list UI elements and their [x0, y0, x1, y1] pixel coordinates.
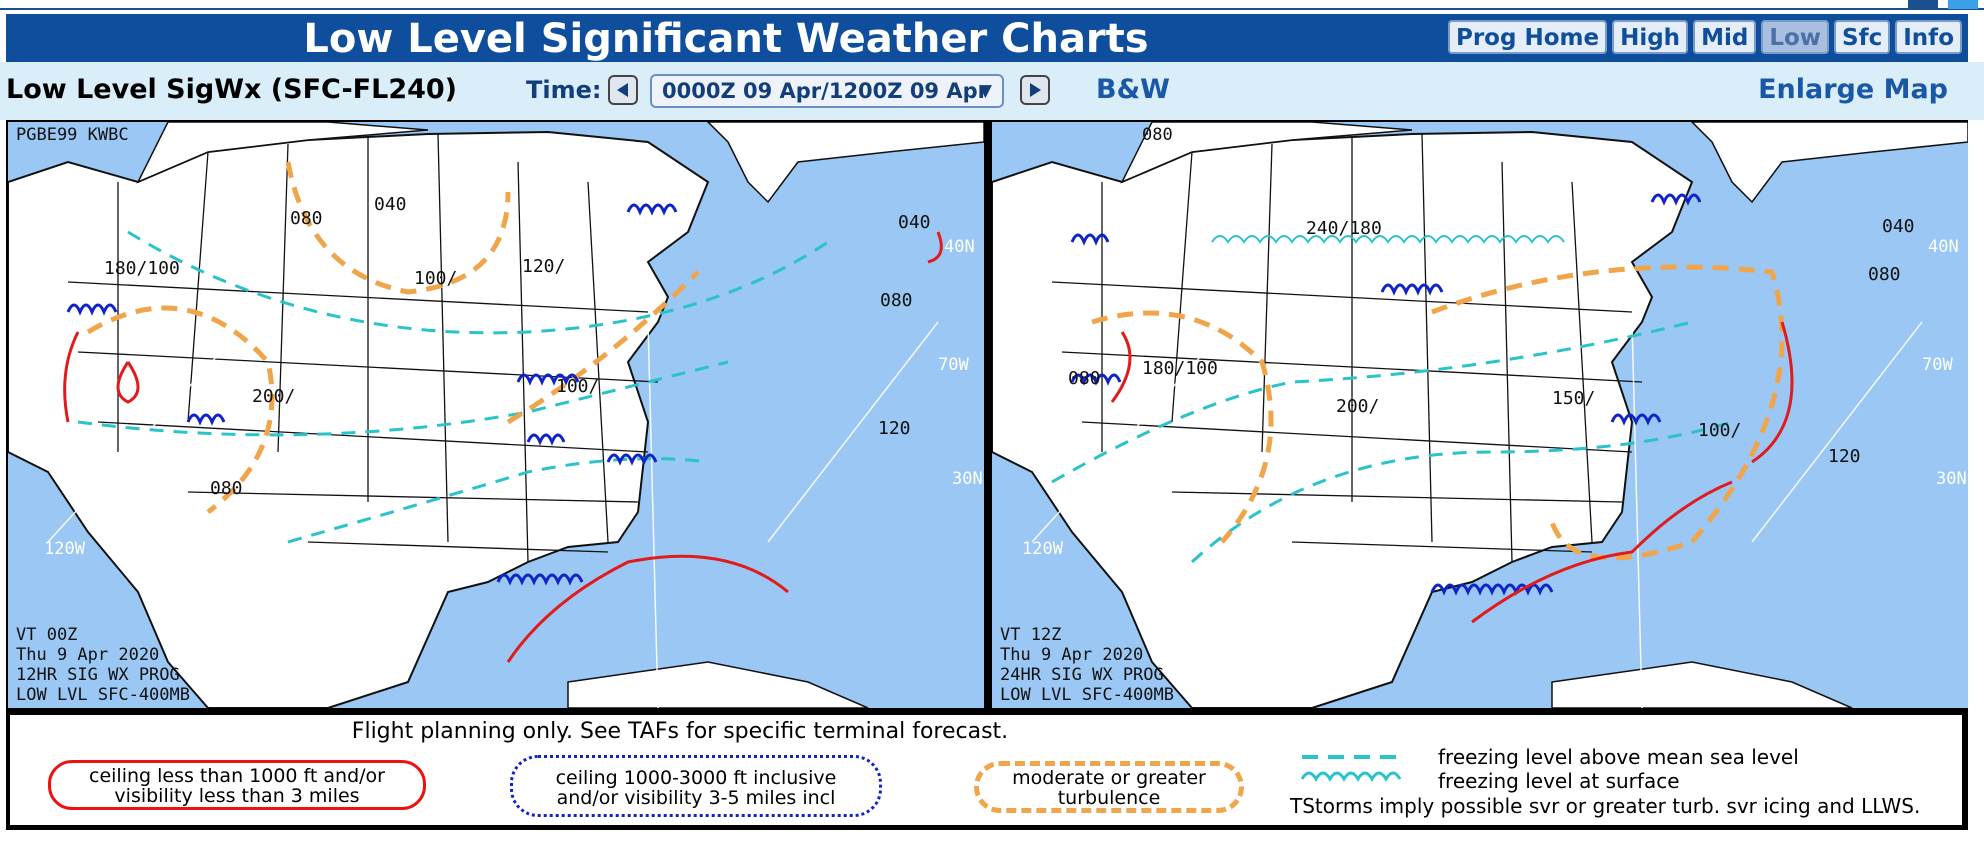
map-left-product: 12HR SIG WX PROG — [16, 665, 180, 685]
prog-home-button[interactable]: Prog Home — [1447, 20, 1608, 54]
map-24hr[interactable]: 080 240/180 180/100 080 200/ 150/ 100/ 0… — [992, 122, 1968, 708]
legend-turbulence-line1: moderate or greater — [1012, 767, 1206, 789]
map-right-label-3: 080 — [1068, 368, 1101, 389]
map-left-label-10: 080 — [880, 290, 913, 311]
map-left-label-11: 120 — [878, 418, 911, 439]
map-right-lon-70w: 70W — [1922, 355, 1953, 375]
twitter-icon[interactable] — [1948, 0, 1978, 9]
legend-ifr-line1: ceiling less than 1000 ft and/or — [89, 765, 385, 787]
bw-link[interactable]: B&W — [1096, 74, 1170, 105]
legend-ifr: ceiling less than 1000 ft and/or visibil… — [48, 760, 426, 810]
chart-toolbar: Low Level SigWx (SFC-FL240) Time: 0000Z … — [0, 62, 1984, 120]
previous-time-button[interactable] — [608, 75, 638, 105]
chart-title: Low Level SigWx (SFC-FL240) — [6, 74, 458, 105]
map-right-layer: LOW LVL SFC-400MB — [1000, 685, 1174, 705]
legend-freezing-sfc: freezing level at surface — [1438, 769, 1680, 793]
time-select-value: 0000Z 09 Apr/1200Z 09 Apr — [662, 79, 988, 103]
disclaimer-text: Flight planning only. See TAFs for speci… — [351, 719, 1009, 744]
map-right-label-6: 100/ — [1698, 420, 1741, 441]
next-time-button[interactable] — [1020, 75, 1050, 105]
low-button[interactable]: Low — [1761, 20, 1830, 54]
product-nav: Prog Home High Mid Low Sfc Info — [1447, 20, 1962, 54]
map-left-header: PGBE99 KWBC — [16, 125, 129, 145]
triangle-right-icon — [1030, 83, 1041, 97]
map-right-label-4: 200/ — [1336, 396, 1379, 417]
map-left-label-9: 040 — [898, 212, 931, 233]
map-left-valid-time: VT 00Z — [16, 625, 77, 645]
map-left-lon-120w: 120W — [44, 539, 86, 559]
map-left-lon-90w: 90W — [644, 681, 675, 701]
map-left-lat-40n: 40N — [944, 237, 975, 257]
legend-mvfr: ceiling 1000-3000 ft inclusive and/or vi… — [510, 755, 882, 817]
map-left-label-3: 040 — [374, 194, 407, 215]
triangle-left-icon — [617, 83, 628, 97]
map-right-product: 24HR SIG WX PROG — [1000, 665, 1164, 685]
info-button[interactable]: Info — [1895, 20, 1962, 54]
facebook-icon[interactable] — [1908, 0, 1938, 9]
map-left-lat-30n: 30N — [952, 469, 983, 489]
map-right-label-9: 120 — [1828, 446, 1861, 467]
map-left-label-2: 080 — [290, 208, 323, 229]
map-left-label-5: 120/ — [522, 256, 565, 277]
map-right-label-8: 080 — [1868, 264, 1901, 285]
map-right-header: 080 — [1142, 125, 1173, 145]
legend-ifr-line2: visibility less than 3 miles — [114, 785, 360, 807]
map-right-label-5: 150/ — [1552, 388, 1595, 409]
map-right-lon-90w: 90W — [1622, 681, 1653, 701]
top-strip — [0, 0, 1984, 14]
sfc-button[interactable]: Sfc — [1834, 20, 1891, 54]
map-left-label-6: 200/ — [252, 386, 295, 407]
map-right-label-2: 180/100 — [1142, 358, 1218, 379]
map-left-date: Thu 9 Apr 2020 — [16, 645, 159, 665]
map-right-date: Thu 9 Apr 2020 — [1000, 645, 1143, 665]
map-right-label-7: 040 — [1882, 216, 1915, 237]
map-left-lon-70w: 70W — [938, 355, 969, 375]
top-rule — [0, 8, 1984, 10]
chart-legend: Flight planning only. See TAFs for speci… — [6, 712, 1968, 830]
enlarge-map-link[interactable]: Enlarge Map — [1758, 74, 1948, 105]
time-select[interactable]: 0000Z 09 Apr/1200Z 09 Apr ▼ — [650, 74, 1004, 108]
legend-mvfr-line2: and/or visibility 3-5 miles incl — [556, 787, 836, 809]
page-title: Low Level Significant Weather Charts — [303, 16, 1149, 62]
legend-mvfr-line1: ceiling 1000-3000 ft inclusive — [555, 767, 837, 789]
legend-turbulence-line2: turbulence — [1057, 787, 1161, 809]
map-right-valid-time: VT 12Z — [1000, 625, 1061, 645]
map-left-label-4: 100/ — [414, 268, 457, 289]
chevron-down-icon: ▼ — [978, 81, 992, 101]
map-left-label-7: 100/ — [556, 376, 599, 397]
page-header: Low Level Significant Weather Charts Pro… — [6, 14, 1968, 62]
map-right-lon-120w: 120W — [1022, 539, 1064, 559]
legend-turbulence: moderate or greater turbulence — [974, 761, 1244, 813]
legend-freezing-msl: freezing level above mean sea level — [1438, 745, 1799, 769]
freezing-level-key-icon — [1300, 755, 1406, 782]
map-left-layer: LOW LVL SFC-400MB — [16, 685, 190, 705]
high-button[interactable]: High — [1612, 20, 1689, 54]
map-right-lat-40n: 40N — [1928, 237, 1959, 257]
time-label: Time: — [526, 76, 602, 104]
map-12hr[interactable]: PGBE99 KWBC 180/100 080 040 100/ 120/ 20… — [8, 122, 984, 708]
map-right-lat-30n: 30N — [1936, 469, 1967, 489]
maps-panel: PGBE99 KWBC 180/100 080 040 100/ 120/ 20… — [6, 120, 1968, 712]
map-left-label-8: 080 — [210, 478, 243, 499]
map-left-label-1: 180/100 — [104, 258, 180, 279]
map-right-label-1: 240/180 — [1306, 218, 1382, 239]
legend-tstorms: TStorms imply possible svr or greater tu… — [1290, 794, 1921, 818]
mid-button[interactable]: Mid — [1693, 20, 1757, 54]
